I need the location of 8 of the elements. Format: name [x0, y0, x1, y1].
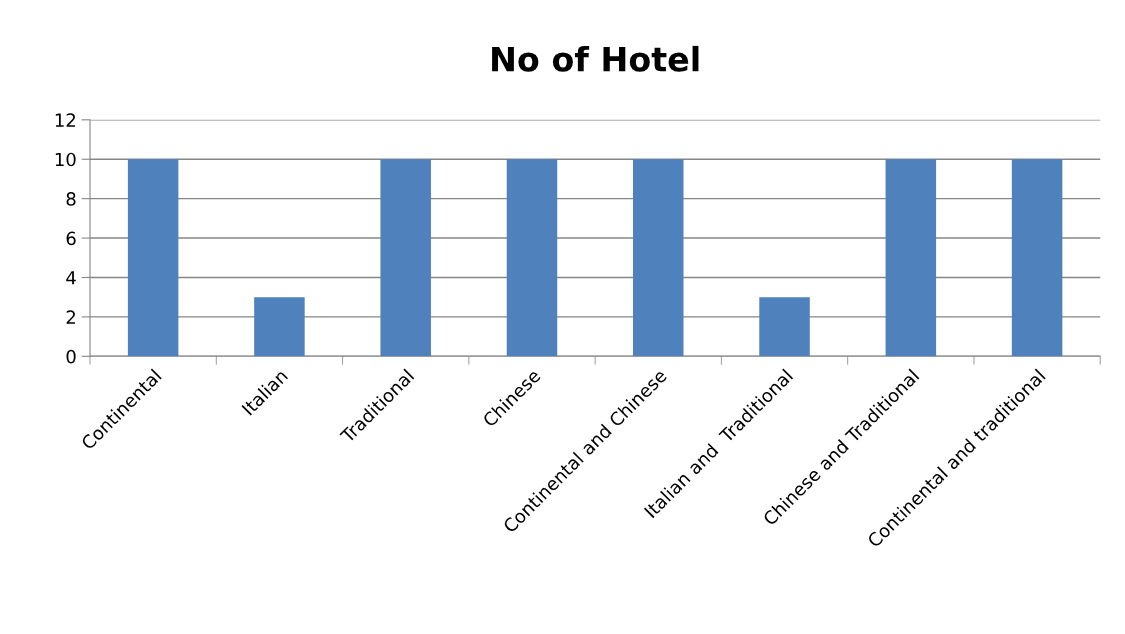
y-tick-label: 2	[66, 310, 75, 324]
chart-title: No of Hotel	[492, 45, 699, 72]
y-tick-label: 4	[66, 271, 76, 285]
y-tick-label: 6	[66, 231, 76, 246]
y-tick-label: 8	[66, 192, 76, 206]
y-tick-label: 10	[55, 152, 76, 167]
y-tick-label: 12	[55, 113, 75, 127]
y-tick-label: 0	[66, 349, 76, 364]
